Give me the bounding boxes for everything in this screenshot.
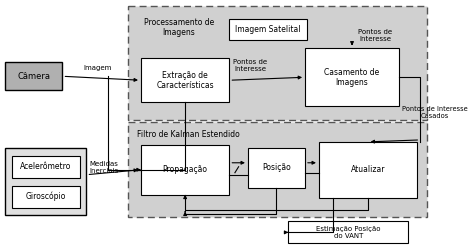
Text: Imagem: Imagem [84, 65, 112, 71]
Bar [128, 6, 427, 120]
Bar [288, 221, 408, 243]
Text: Extração de
Características: Extração de Características [156, 71, 214, 90]
Bar [248, 148, 305, 188]
Bar [229, 19, 307, 41]
Text: Giroscópio: Giroscópio [26, 192, 66, 201]
Text: Medidas
Inerciais: Medidas Inerciais [89, 161, 118, 174]
Bar [305, 48, 399, 106]
Bar [128, 122, 427, 217]
Text: Estimação Posição
do VANT: Estimação Posição do VANT [316, 226, 381, 239]
Bar [5, 62, 63, 90]
Bar [12, 156, 80, 178]
Text: Processamento de
Imagens: Processamento de Imagens [144, 18, 214, 37]
Text: Câmera: Câmera [18, 72, 50, 81]
Text: Pontos de
Interesse: Pontos de Interesse [233, 59, 267, 72]
Text: Pontos de Interesse
Casados: Pontos de Interesse Casados [402, 106, 467, 119]
Text: Pontos de
Interesse: Pontos de Interesse [358, 29, 392, 42]
Bar [12, 186, 80, 208]
Bar [5, 148, 86, 215]
Text: Propagação: Propagação [163, 165, 208, 174]
Text: Posição: Posição [262, 163, 291, 172]
Text: Imagem Satelital: Imagem Satelital [236, 25, 301, 34]
Bar [141, 58, 229, 102]
Text: Acelerômetro: Acelerômetro [20, 162, 72, 171]
Bar [141, 145, 229, 195]
Text: Filtro de Kalman Estendido: Filtro de Kalman Estendido [137, 130, 240, 139]
Text: Atualizar: Atualizar [350, 165, 385, 174]
Bar [319, 142, 417, 198]
Text: Casamento de
Imagens: Casamento de Imagens [324, 68, 380, 87]
